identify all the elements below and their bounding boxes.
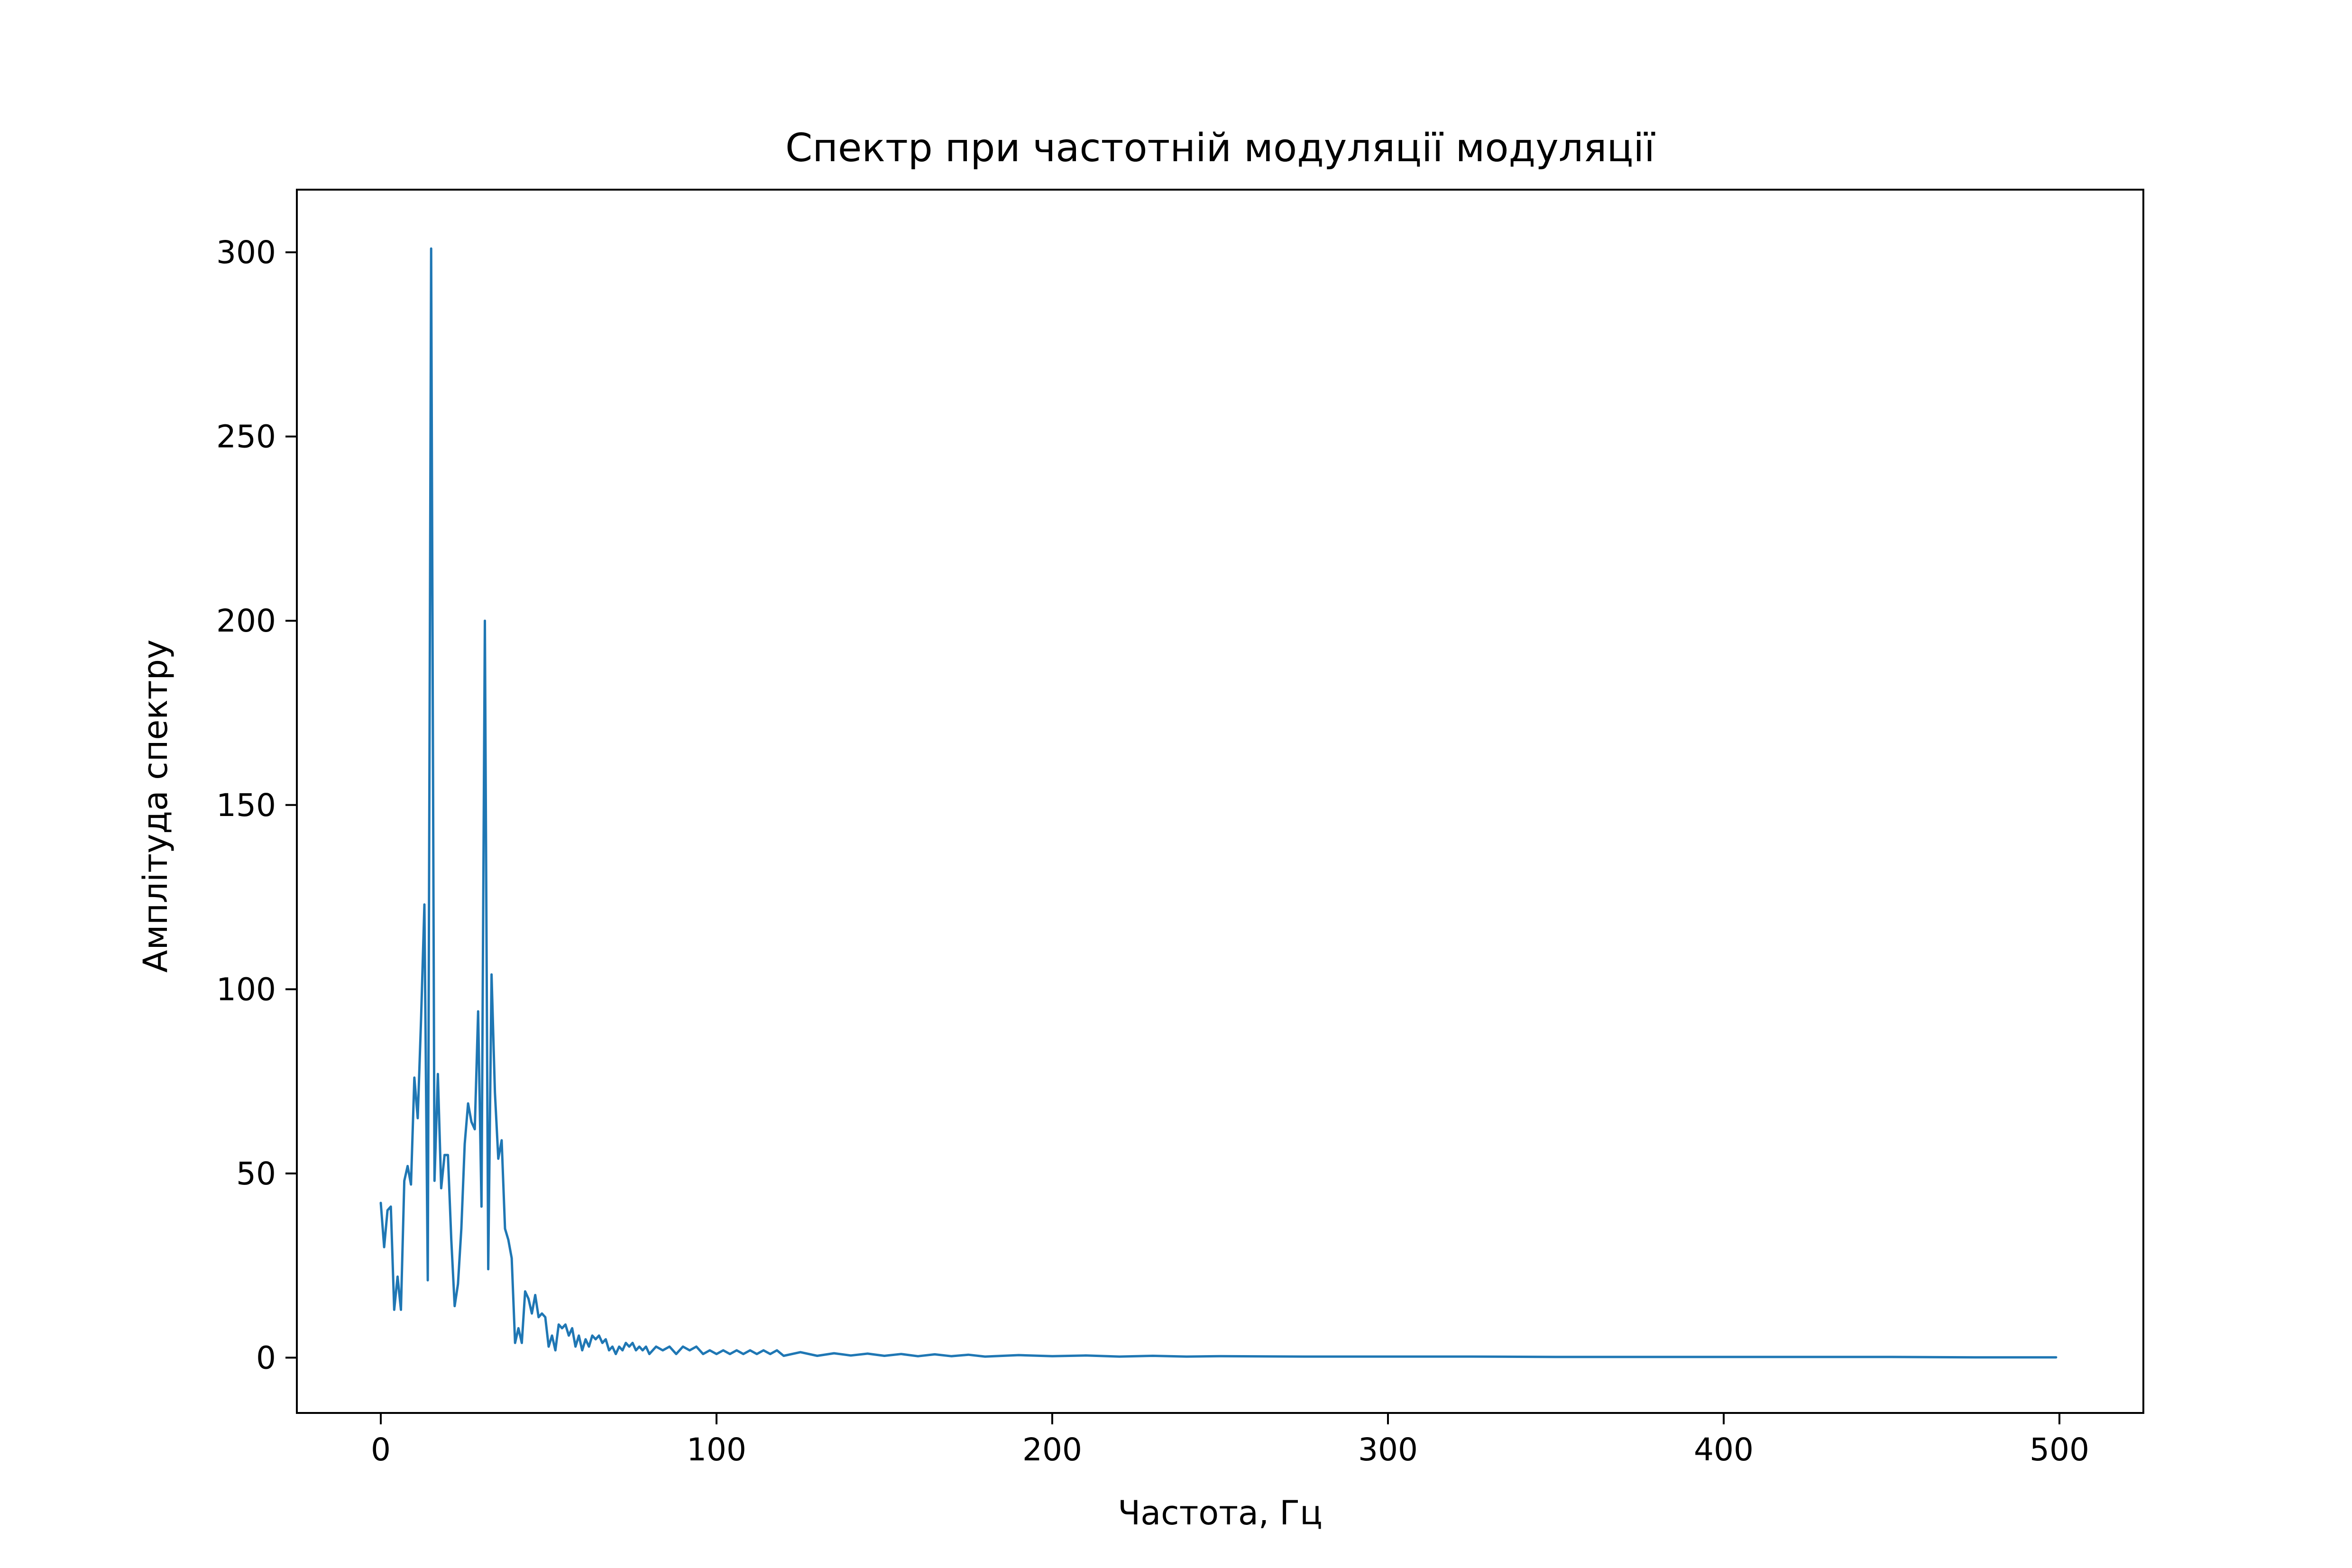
x-tick-label: 500 (2030, 1431, 2089, 1468)
y-tick-label: 0 (256, 1339, 276, 1376)
y-axis-label: Амплітуда спектру (136, 640, 175, 973)
x-tick-label: 0 (371, 1431, 391, 1468)
y-tick-label: 300 (216, 234, 276, 271)
y-tick-label: 150 (216, 787, 276, 824)
y-tick-label: 200 (216, 603, 276, 639)
chart-title: Спектр при частотній модуляції модуляції (785, 126, 1655, 171)
x-tick-label: 100 (687, 1431, 746, 1468)
y-tick-label: 250 (216, 419, 276, 455)
x-tick-label: 200 (1022, 1431, 1082, 1468)
x-tick-label: 400 (1694, 1431, 1754, 1468)
x-axis-label: Частота, Гц (1118, 1494, 1322, 1532)
y-tick-label: 50 (236, 1155, 276, 1192)
x-tick-label: 300 (1358, 1431, 1418, 1468)
y-tick-label: 100 (216, 971, 276, 1008)
series-line-0 (379, 247, 2058, 1359)
plot-frame (296, 189, 2144, 1414)
